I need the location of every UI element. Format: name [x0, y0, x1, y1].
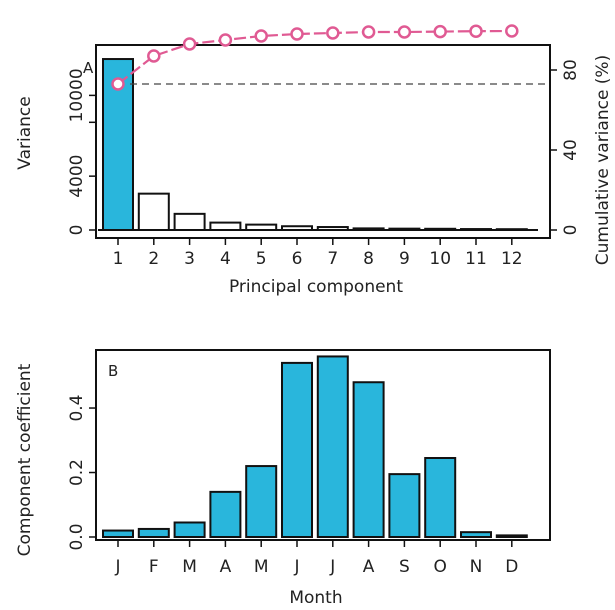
panel-a-y-axis-title: Variance: [15, 96, 35, 169]
panel-a-label: A: [83, 59, 94, 77]
x-tick-label: J: [329, 557, 335, 577]
cumulative-variance-point: [361, 25, 376, 39]
x-tick-label: N: [470, 557, 483, 577]
panel-a-x-axis-title: Principal component: [229, 277, 403, 297]
x-tick-label: 1: [113, 249, 124, 269]
coefficient-bar: [460, 531, 492, 539]
x-tick-label: 4: [220, 249, 231, 269]
coefficient-bar: [281, 361, 313, 538]
x-tick-label: F: [149, 557, 159, 577]
variance-bar: [102, 58, 134, 231]
x-tick-label: 5: [256, 249, 267, 269]
panel-a-cumulative-line: [111, 24, 548, 91]
cumulative-variance-point: [469, 24, 483, 38]
panel-a-right-y-axis-title: Cumulative variance (%): [593, 55, 613, 265]
panel-b-y-ticks: 0.0 0.2 0.4: [67, 395, 96, 551]
right-y-tick-label: 0: [561, 225, 581, 236]
y-tick-label: 0.2: [67, 459, 87, 486]
x-tick-label: J: [293, 557, 299, 577]
right-y-tick-label: 80: [561, 59, 581, 81]
y-tick-label: 0: [67, 225, 87, 236]
x-tick-label: 3: [184, 249, 195, 269]
x-tick-label: A: [363, 557, 375, 577]
x-tick-label: O: [434, 557, 447, 577]
cumulative-variance-line: [117, 29, 512, 85]
x-tick-label: 7: [327, 249, 338, 269]
cumulative-variance-point: [218, 33, 233, 47]
x-tick-label: M: [182, 557, 197, 577]
x-tick-label: M: [254, 557, 269, 577]
cumulative-variance-point: [182, 37, 197, 51]
coefficient-bar: [173, 521, 206, 539]
panel-b-y-axis-title: Component coefficient: [15, 363, 35, 556]
cumulative-variance-point: [326, 26, 340, 40]
coefficient-bar: [388, 473, 421, 538]
variance-bar: [137, 192, 170, 231]
panel-a-x-ticks: 1 2 3 4 5 6 7 8 9 10 11 12: [113, 238, 523, 269]
panel-b-x-axis-title: Month: [289, 588, 342, 606]
coefficient-bar: [102, 529, 134, 538]
y-tick-label: 0.0: [67, 523, 87, 550]
x-tick-label: D: [505, 557, 518, 577]
panel-a-frame: [95, 44, 551, 239]
panel-a-right-y-ticks: 0 40 80: [550, 59, 581, 235]
coefficient-bar: [495, 534, 528, 539]
cumulative-variance-point: [254, 29, 268, 43]
x-tick-label: 2: [148, 249, 159, 269]
x-tick-label: A: [220, 557, 232, 577]
cumulative-variance-point: [397, 25, 412, 39]
panel-a-y-ticks: 0 4000 10000: [67, 68, 96, 235]
variance-bar: [209, 221, 242, 232]
x-tick-label: S: [399, 557, 410, 577]
panel-a-bars: [98, 58, 538, 232]
coefficient-bar: [245, 465, 278, 539]
cumulative-variance-point: [290, 27, 304, 41]
x-tick-label: 6: [292, 249, 303, 269]
panel-b-frame: [95, 349, 551, 541]
x-tick-label: 8: [363, 249, 374, 269]
cumulative-variance-point: [147, 49, 161, 63]
cumulative-variance-point: [433, 24, 447, 39]
coefficient-bar: [137, 527, 170, 538]
x-tick-label: 10: [429, 249, 451, 269]
coefficient-bar: [209, 490, 242, 538]
panel-b-label: B: [108, 362, 118, 380]
coefficient-bar: [316, 355, 349, 538]
y-tick-label: 10000: [67, 68, 87, 122]
coefficient-bar: [352, 381, 385, 539]
x-tick-label: 9: [399, 249, 410, 269]
cumulative-variance-point: [505, 24, 519, 38]
variance-bar: [173, 212, 206, 232]
y-tick-label: 4000: [67, 155, 87, 198]
y-tick-label: 0.4: [67, 395, 87, 422]
x-tick-label: 11: [465, 249, 487, 269]
panel-b: B J F M A M J J A S O N D 0.0 0.2 0.4 Month Component…: [15, 349, 551, 608]
panel-b-bars: [102, 355, 528, 539]
x-tick-label: J: [114, 557, 120, 577]
cumulative-variance-point: [111, 77, 125, 91]
x-tick-label: 12: [501, 249, 523, 269]
right-y-tick-label: 40: [561, 139, 581, 161]
coefficient-bar: [424, 457, 457, 538]
